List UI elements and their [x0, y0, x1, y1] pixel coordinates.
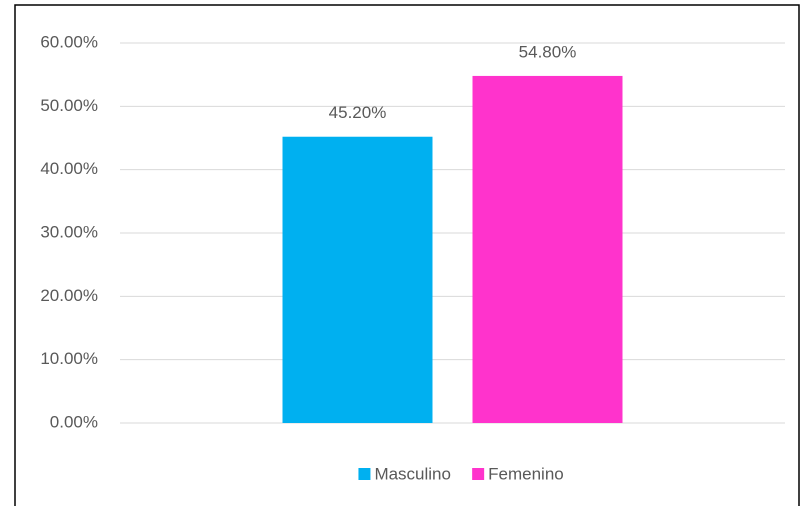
legend-swatch: [472, 468, 485, 480]
y-tick-label: 40.00%: [40, 159, 98, 178]
y-tick-label: 20.00%: [40, 286, 98, 305]
legend-label: Masculino: [374, 464, 451, 483]
y-tick-label: 0.00%: [50, 412, 98, 431]
bar: [472, 75, 623, 423]
y-tick-label: 10.00%: [40, 349, 98, 368]
legend-swatch: [358, 468, 371, 480]
bar: [282, 136, 433, 423]
data-label: 45.20%: [329, 103, 387, 122]
legend-label: Femenino: [488, 464, 564, 483]
data-label: 54.80%: [519, 42, 577, 61]
y-tick-label: 50.00%: [40, 96, 98, 115]
y-tick-label: 30.00%: [40, 222, 98, 241]
y-tick-label: 60.00%: [40, 32, 98, 51]
